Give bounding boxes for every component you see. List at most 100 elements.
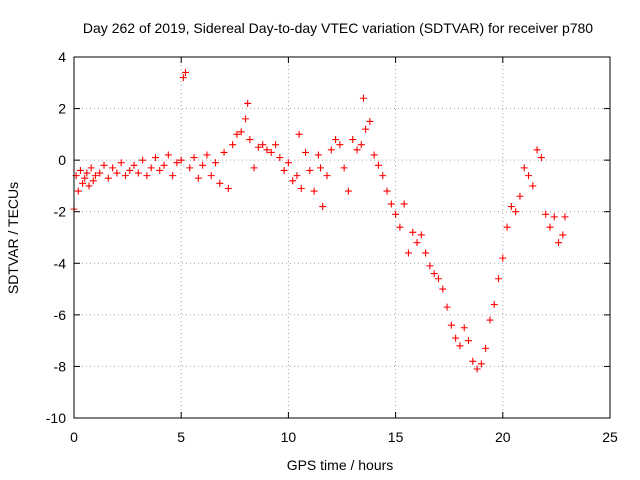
data-point	[413, 239, 421, 247]
data-point	[83, 169, 91, 177]
data-point	[477, 360, 485, 368]
data-point	[490, 301, 498, 309]
x-tick-label: 10	[281, 429, 297, 445]
data-point	[151, 154, 159, 162]
x-tick-label: 15	[388, 429, 404, 445]
data-point	[357, 141, 365, 149]
data-point	[349, 136, 357, 144]
data-layer	[70, 68, 569, 373]
x-axis-title: GPS time / hours	[287, 457, 394, 473]
data-point	[495, 275, 503, 283]
data-point	[392, 210, 400, 218]
data-point	[310, 187, 318, 195]
data-point	[387, 200, 395, 208]
data-point	[297, 185, 305, 193]
y-tick-label: -4	[54, 255, 67, 271]
data-point	[280, 166, 288, 174]
data-point	[512, 208, 520, 216]
x-tick-label: 20	[495, 429, 511, 445]
data-point	[289, 177, 297, 185]
data-point	[482, 344, 490, 352]
data-point	[464, 337, 472, 345]
data-point	[104, 174, 112, 182]
data-point	[443, 303, 451, 311]
data-point	[237, 128, 245, 136]
plot-frame	[73, 56, 611, 419]
data-point	[293, 172, 301, 180]
data-point	[164, 151, 172, 159]
y-axis-title: SDTVAR / TECUs	[5, 182, 21, 294]
data-point	[199, 161, 207, 169]
data-point	[117, 159, 125, 167]
data-point	[520, 164, 528, 172]
data-point	[460, 324, 468, 332]
data-point	[396, 223, 404, 231]
data-point	[160, 161, 168, 169]
y-tick-label: 4	[58, 49, 66, 65]
y-tick-label: -6	[54, 307, 67, 323]
data-point	[87, 164, 95, 172]
data-point	[417, 231, 425, 239]
data-point	[409, 228, 417, 236]
data-point	[246, 136, 254, 144]
data-point	[81, 174, 89, 182]
data-point	[336, 141, 344, 149]
data-point	[344, 187, 352, 195]
y-tick-label: -2	[54, 204, 67, 220]
data-point	[96, 169, 104, 177]
grid-layer	[74, 57, 610, 418]
data-point	[212, 159, 220, 167]
data-point	[430, 270, 438, 278]
data-point	[546, 223, 554, 231]
data-point	[85, 182, 93, 190]
data-point	[91, 172, 99, 180]
data-point	[121, 172, 129, 180]
data-point	[186, 164, 194, 172]
data-point	[259, 141, 267, 149]
data-point	[284, 159, 292, 167]
data-point	[295, 130, 303, 138]
data-point	[499, 254, 507, 262]
data-point	[379, 172, 387, 180]
data-point	[327, 146, 335, 154]
data-point	[169, 172, 177, 180]
data-point	[317, 164, 325, 172]
data-point	[216, 179, 224, 187]
y-tick-label: -10	[46, 410, 66, 426]
data-point	[374, 161, 382, 169]
data-point	[404, 249, 412, 257]
data-point	[469, 357, 477, 365]
data-point	[242, 115, 250, 123]
data-point	[473, 365, 481, 373]
data-point	[447, 321, 455, 329]
x-tick-label: 5	[177, 429, 185, 445]
data-point	[439, 285, 447, 293]
data-point	[139, 156, 147, 164]
data-point	[233, 130, 241, 138]
data-point	[220, 148, 228, 156]
data-point	[306, 166, 314, 174]
data-point	[550, 213, 558, 221]
data-point	[456, 342, 464, 350]
data-point	[503, 223, 511, 231]
data-point	[194, 174, 202, 182]
data-point	[434, 275, 442, 283]
data-point	[156, 166, 164, 174]
data-point	[533, 146, 541, 154]
data-point	[254, 143, 262, 151]
y-tick-label: -8	[54, 358, 67, 374]
x-tick-label: 25	[602, 429, 618, 445]
tick-layer	[73, 56, 611, 419]
data-point	[383, 187, 391, 195]
data-point	[542, 210, 550, 218]
data-point	[113, 169, 121, 177]
data-point	[314, 151, 322, 159]
data-point	[323, 172, 331, 180]
data-point	[529, 182, 537, 190]
tick-label-layer: 0 5 10 15 20 25 -10 -8 -6 -4 -2 0 2 4	[46, 49, 618, 445]
data-point	[181, 68, 189, 76]
data-point	[452, 334, 460, 342]
data-point	[486, 316, 494, 324]
data-point	[561, 213, 569, 221]
